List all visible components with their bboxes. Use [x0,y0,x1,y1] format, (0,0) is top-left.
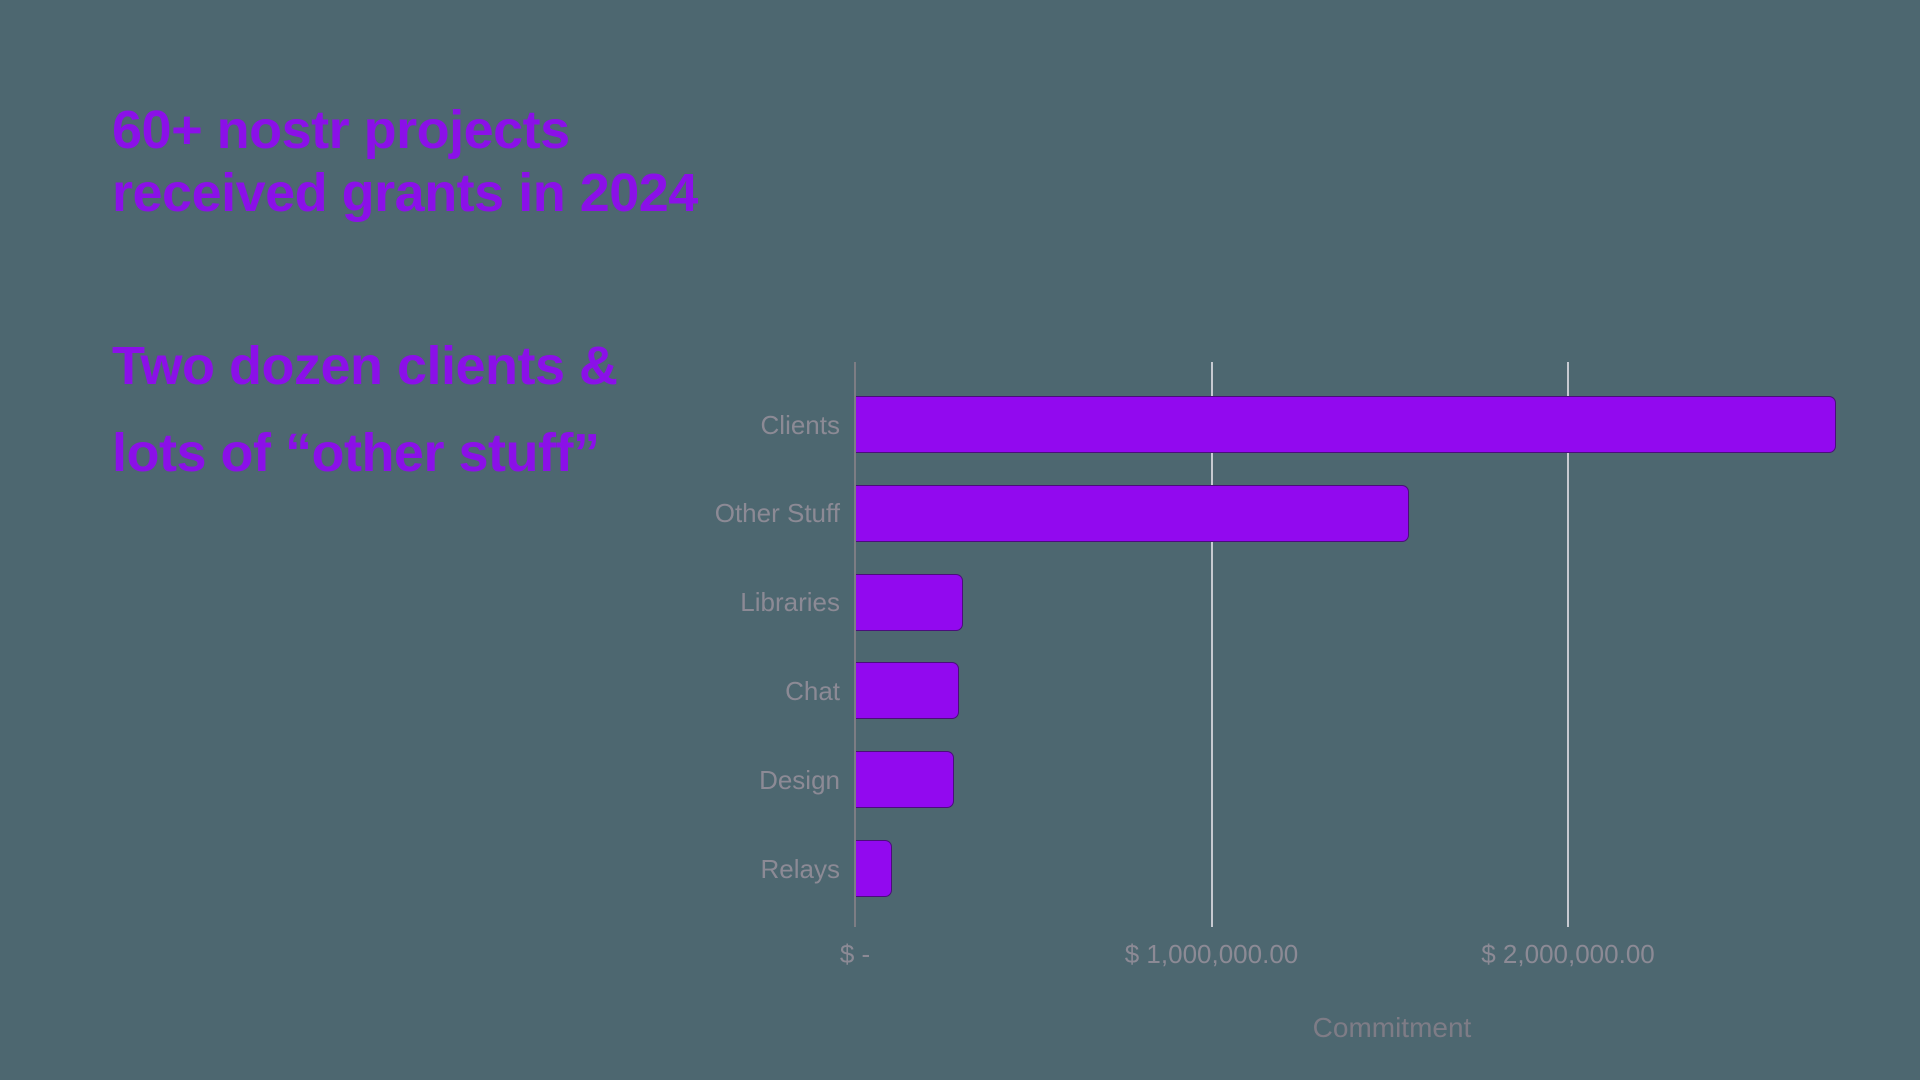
category-label: Chat [785,675,840,706]
category-label: Other Stuff [714,498,840,529]
bar [856,751,955,809]
category-label: Relays [760,853,840,884]
bar [856,396,1837,453]
x-axis-tick-label: $ 2,000,000.00 [1481,939,1655,969]
headline-line-1: 60+ nostr projects [112,100,570,160]
subheadline-line-2: lots of “other stuff” [112,423,600,483]
x-axis-tick-label: $ - [839,939,871,969]
subheadline-line-1: Two dozen clients & [112,336,618,396]
gridline [1567,362,1569,927]
bar [856,573,963,631]
x-axis-tick-label: $ 1,000,000.00 [1124,939,1299,969]
category-label: Design [759,764,840,795]
bar [856,484,1409,542]
bar [856,840,892,897]
bar [856,662,960,720]
y-axis-line [854,362,856,927]
subheadline: Two dozen clients & lots of “other stuff… [112,323,618,497]
x-axis-title: Commitment [1312,1012,1472,1043]
gridline [1210,362,1213,927]
headline-line-2: received grants in 2024 [112,163,698,223]
category-label: Clients [760,409,840,440]
headline: 60+ nostr projects received grants in 20… [112,99,698,225]
category-label: Libraries [740,587,840,618]
